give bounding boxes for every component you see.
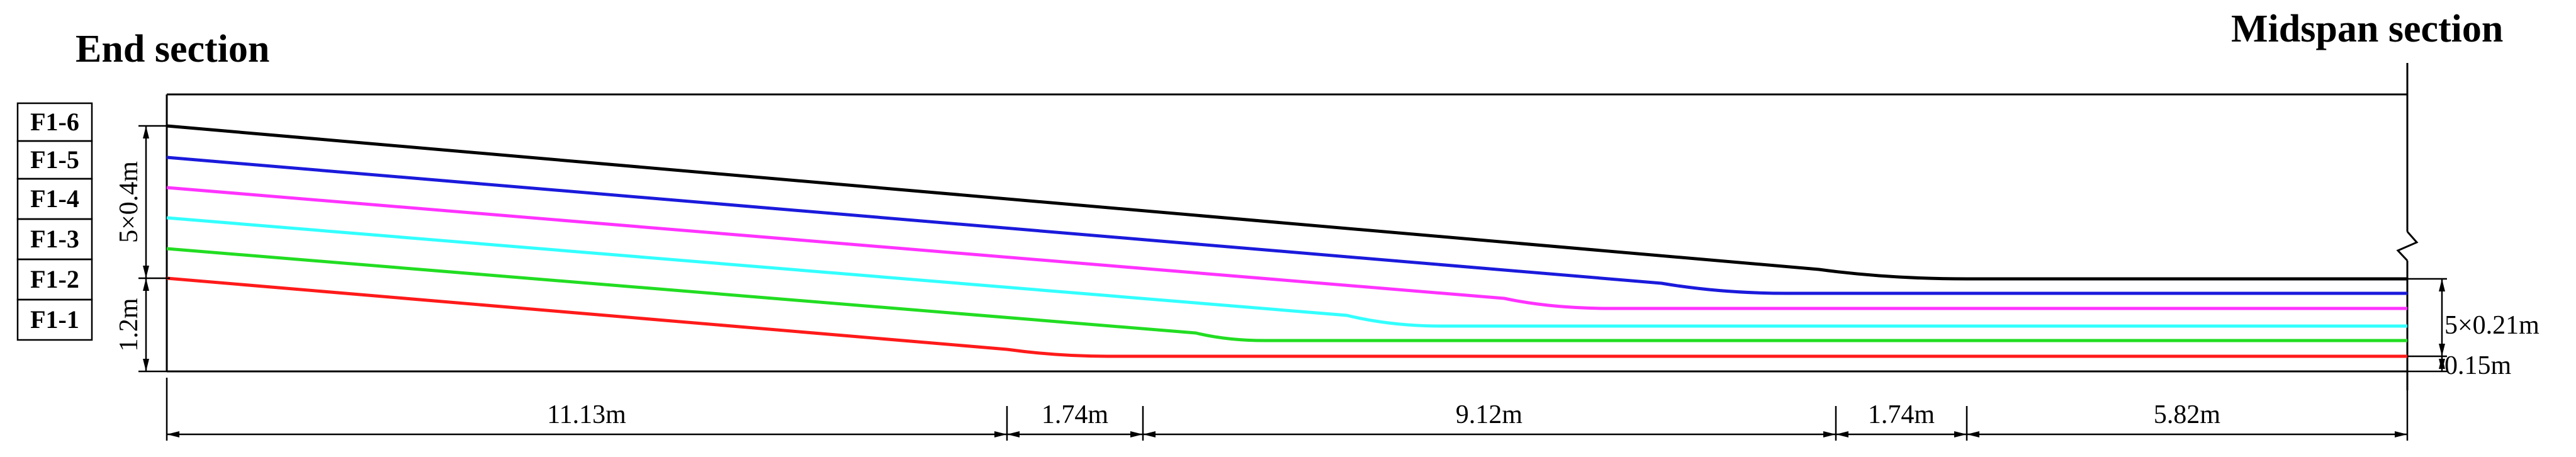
strand-label-f1-4: F1-4 (30, 184, 79, 213)
end-upper-spacing-dim: 5×0.4m (115, 161, 143, 243)
tendon-strands (166, 124, 2407, 358)
strand-f1-5 (166, 155, 2407, 295)
horizontal-dimension-chain: 11.13m 1.74m 9.12m 1.74m 5.82m (166, 378, 2409, 441)
strand-label-f1-5: F1-5 (30, 145, 79, 174)
dim-segment-2: 1.74m (1042, 400, 1109, 429)
midspan-vertical-dimensions: 5×0.21m 0.15m (2407, 278, 2539, 380)
strand-f1-3 (166, 216, 2407, 328)
strand-label-f1-1: F1-1 (30, 305, 79, 334)
end-section-title: End section (76, 28, 269, 71)
strand-f1-6 (166, 124, 2407, 281)
dim-segment-1: 11.13m (547, 400, 626, 429)
midspan-bottom-dim: 0.15m (2444, 351, 2512, 380)
midspan-section-title: Midspan section (2231, 8, 2503, 50)
strand-f1-4 (166, 186, 2407, 310)
strand-label-boxes: F1-6 F1-5 F1-4 F1-3 F1-2 F1-1 (16, 102, 93, 341)
label-box-f1-1 (16, 298, 93, 341)
strand-f1-1 (166, 276, 2407, 358)
dim-segment-5: 5.82m (2154, 400, 2221, 429)
strand-f1-2 (166, 247, 2407, 342)
end-vertical-dimensions: 5×0.4m 1.2m (115, 125, 170, 373)
strand-label-f1-2: F1-2 (30, 265, 79, 293)
end-bottom-height-dim: 1.2m (115, 298, 143, 352)
dim-segment-4: 1.74m (1868, 400, 1935, 429)
dim-segment-3: 9.12m (1456, 400, 1523, 429)
strand-label-f1-6: F1-6 (30, 108, 79, 136)
strand-label-f1-3: F1-3 (30, 225, 79, 253)
midspan-spacing-dim: 5×0.21m (2444, 311, 2539, 340)
